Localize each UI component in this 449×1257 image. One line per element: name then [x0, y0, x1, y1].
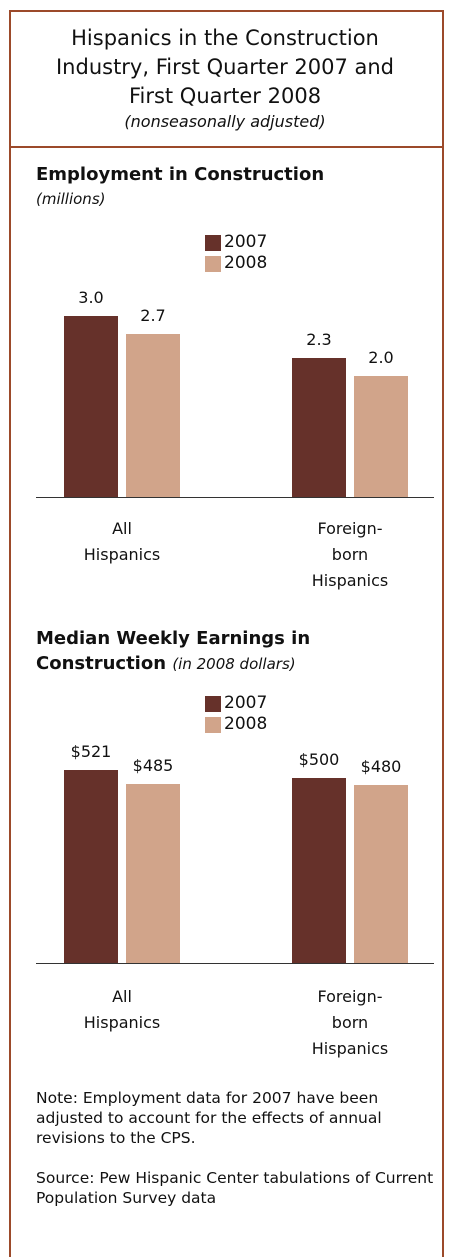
bar — [354, 376, 408, 497]
source: Source: Pew Hispanic Center tabulations … — [36, 1169, 434, 1207]
chart-title: Employment in Construction (millions) — [36, 162, 336, 212]
value-label: 2.7 — [140, 306, 166, 326]
value-label: 2.3 — [306, 330, 332, 350]
legend-swatch — [205, 717, 221, 733]
legend-label: 2007 — [224, 693, 268, 713]
legend-swatch — [205, 696, 221, 712]
legend-label: 2008 — [224, 253, 268, 273]
title: Hispanics in the Construction Industry, … — [55, 26, 395, 108]
category-label: Foreign-born Hispanics — [311, 519, 389, 590]
chart-subtitle: (in 2008 dollars) — [172, 655, 296, 673]
chart-title-text: Employment in Construction — [36, 164, 325, 185]
bar — [64, 770, 118, 963]
bar — [126, 783, 180, 963]
bar — [292, 778, 346, 963]
legend-label: 2007 — [224, 232, 268, 252]
value-label: 2.0 — [368, 348, 394, 368]
category-label: Foreign-born Hispanics — [311, 987, 389, 1058]
value-label: $500 — [298, 750, 340, 769]
baseline — [36, 963, 434, 964]
category-label: All Hispanics — [83, 519, 161, 564]
value-label: $480 — [360, 757, 402, 777]
chart-title: Median Weekly Earnings in Construction (… — [36, 626, 336, 677]
bar — [292, 358, 346, 497]
bar — [354, 785, 408, 963]
legend-swatch — [205, 256, 221, 272]
baseline — [36, 497, 434, 498]
chart-subtitle: (millions) — [36, 190, 106, 208]
bar — [64, 316, 118, 497]
legend-label: 2008 — [224, 714, 268, 734]
value-label: $485 — [132, 755, 174, 775]
note: Note: Employment data for 2007 have been… — [36, 1089, 382, 1147]
chart-title-text: Median Weekly Earnings in Construction — [36, 628, 311, 674]
divider — [9, 146, 444, 148]
bar — [126, 334, 180, 497]
category-label: All Hispanics — [83, 987, 161, 1032]
frame — [9, 10, 444, 1257]
subtitle: (nonseasonally adjusted) — [124, 112, 326, 131]
legend-swatch — [205, 235, 221, 251]
value-label: 3.0 — [78, 288, 104, 308]
value-label: $521 — [70, 742, 112, 762]
